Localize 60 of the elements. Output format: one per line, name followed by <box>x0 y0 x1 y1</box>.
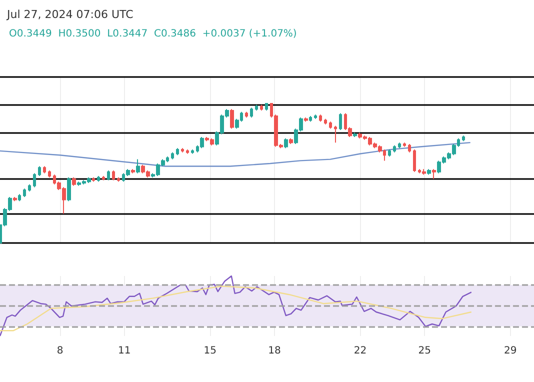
candlestick <box>181 148 184 153</box>
candlestick <box>432 168 436 180</box>
candlestick <box>107 170 110 181</box>
candlestick <box>48 170 51 178</box>
candlestick <box>353 132 357 138</box>
candlestick <box>43 166 46 174</box>
x-tick-label: 29 <box>504 346 517 356</box>
candlestick <box>304 116 308 122</box>
candlestick <box>38 166 41 177</box>
candlestick <box>230 108 234 130</box>
candlestick <box>388 149 391 158</box>
chart-title: Jul 27, 2024 07:06 UTC <box>6 8 134 21</box>
candlestick <box>289 138 293 144</box>
x-tick-label: 15 <box>204 346 217 356</box>
candlestick <box>67 176 71 202</box>
candlestick <box>131 168 135 174</box>
candlestick <box>462 135 465 142</box>
candlestick <box>260 104 263 111</box>
candlestick <box>319 114 322 122</box>
candlestick <box>136 158 140 174</box>
candlestick <box>393 144 396 153</box>
candlestick <box>329 121 332 130</box>
x-tick-label: 22 <box>354 346 367 356</box>
candlestick <box>200 136 204 149</box>
candlestick <box>176 148 179 156</box>
candlestick <box>427 168 431 176</box>
candlestick <box>422 168 426 176</box>
candlestick <box>255 104 258 111</box>
candlestick <box>186 149 189 154</box>
candlestick <box>250 107 253 118</box>
x-tick-label: 18 <box>268 346 281 356</box>
candlestick <box>171 152 174 160</box>
candlestick <box>18 194 21 202</box>
candlestick <box>413 149 416 172</box>
candlestick <box>245 111 248 118</box>
candlestick <box>23 188 26 198</box>
candlestick <box>28 184 31 192</box>
candlestick <box>97 176 100 182</box>
candlestick <box>408 143 411 153</box>
candlestick <box>403 142 406 148</box>
candlestick <box>92 176 95 182</box>
candlestick <box>314 114 317 120</box>
candlestick <box>265 103 268 111</box>
candlestick <box>13 196 17 202</box>
candlestick <box>334 125 337 144</box>
candlestick <box>102 176 105 181</box>
chart-subtitle: O0.3449 H0.3500 L0.3447 C0.3486 +0.0037 (+1.07%) <box>9 28 297 40</box>
x-tick-label: 25 <box>418 346 431 356</box>
candlestick <box>72 176 76 186</box>
candlestick <box>398 142 401 149</box>
x-tick-label: 11 <box>118 346 131 356</box>
candlestick <box>117 176 120 182</box>
candlestick <box>33 172 36 188</box>
candlestick <box>339 112 342 131</box>
candlestick <box>112 170 115 181</box>
x-tick-label: 8 <box>56 346 64 356</box>
candlestick <box>324 118 327 125</box>
candlestick <box>284 138 288 149</box>
candlestick <box>191 149 194 154</box>
candlestick <box>309 116 312 122</box>
